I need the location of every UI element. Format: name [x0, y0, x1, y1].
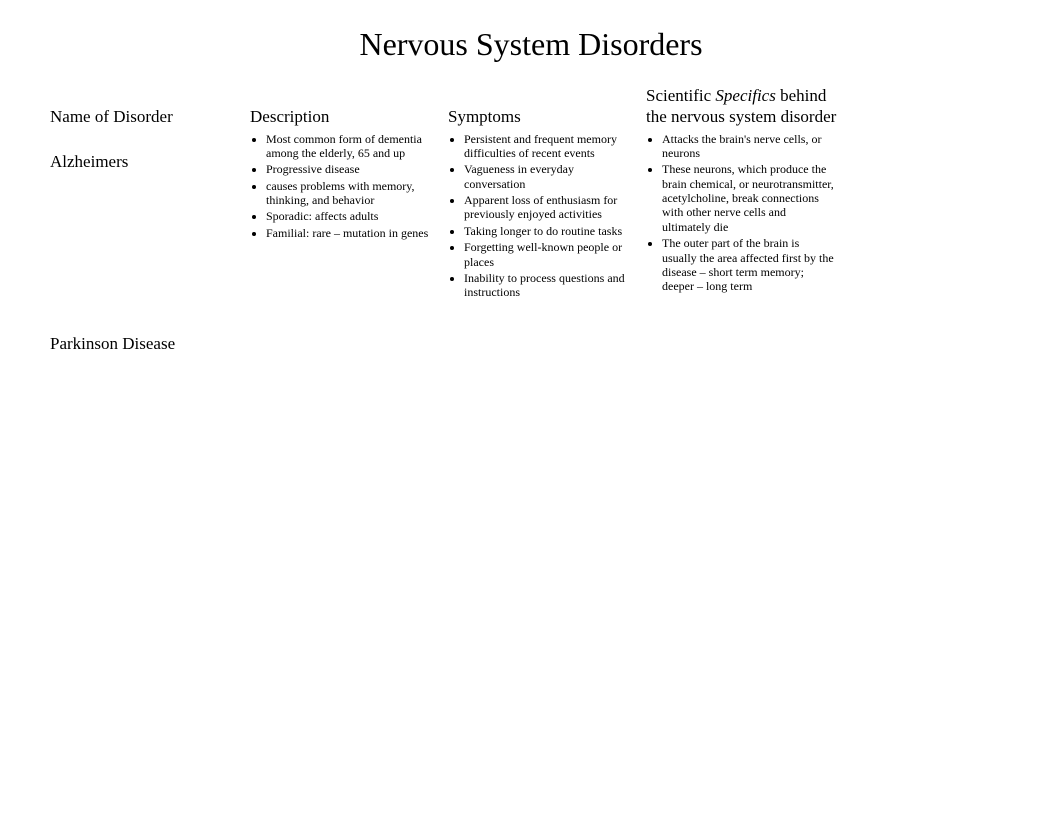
disorder-name [48, 358, 248, 384]
list-item: Apparent loss of enthusiasm for previous… [464, 193, 642, 222]
disorder-symptoms [446, 312, 644, 358]
list-item: Most common form of dementia among the e… [266, 132, 444, 161]
list-item: Sporadic: affects adults [266, 209, 444, 223]
science-header-emphasis: Specifics [715, 86, 775, 105]
col-header-name: Name of Disorder [48, 85, 248, 130]
disorder-name: Parkinson Disease [48, 312, 248, 358]
disorders-table: Name of Disorder Description Symptoms Sc… [48, 85, 1014, 384]
col-header-description: Description [248, 85, 446, 130]
disorder-description [248, 312, 446, 358]
list-item: Forgetting well-known people or places [464, 240, 642, 269]
list-item: The outer part of the brain is usually t… [662, 236, 842, 294]
disorder-symptoms [446, 358, 644, 384]
disorder-science [644, 358, 844, 384]
disorder-science: Attacks the brain's nerve cells, or neur… [644, 130, 844, 312]
list-item: Familial: rare – mutation in genes [266, 226, 444, 240]
disorder-name: Alzheimers [48, 130, 248, 312]
science-list: Attacks the brain's nerve cells, or neur… [646, 132, 842, 294]
page-title: Nervous System Disorders [40, 26, 1022, 63]
list-item: Attacks the brain's nerve cells, or neur… [662, 132, 842, 161]
list-item: Persistent and frequent memory difficult… [464, 132, 642, 161]
disorder-description: Most common form of dementia among the e… [248, 130, 446, 312]
disorder-science [644, 312, 844, 358]
symptoms-list: Persistent and frequent memory difficult… [448, 132, 642, 300]
disorder-description [248, 358, 446, 384]
list-item: Vagueness in everyday conversation [464, 162, 642, 191]
science-header-prefix: Scientific [646, 86, 715, 105]
list-item: These neurons, which produce the brain c… [662, 162, 842, 234]
list-item: Taking longer to do routine tasks [464, 224, 642, 238]
disorder-symptoms: Persistent and frequent memory difficult… [446, 130, 644, 312]
list-item: Inability to process questions and instr… [464, 271, 642, 300]
description-list: Most common form of dementia among the e… [250, 132, 444, 241]
list-item: Progressive disease [266, 162, 444, 176]
col-header-symptoms: Symptoms [446, 85, 644, 130]
col-header-science: Scientific Specifics behind the nervous … [644, 85, 844, 130]
list-item: causes problems with memory, thinking, a… [266, 179, 444, 208]
